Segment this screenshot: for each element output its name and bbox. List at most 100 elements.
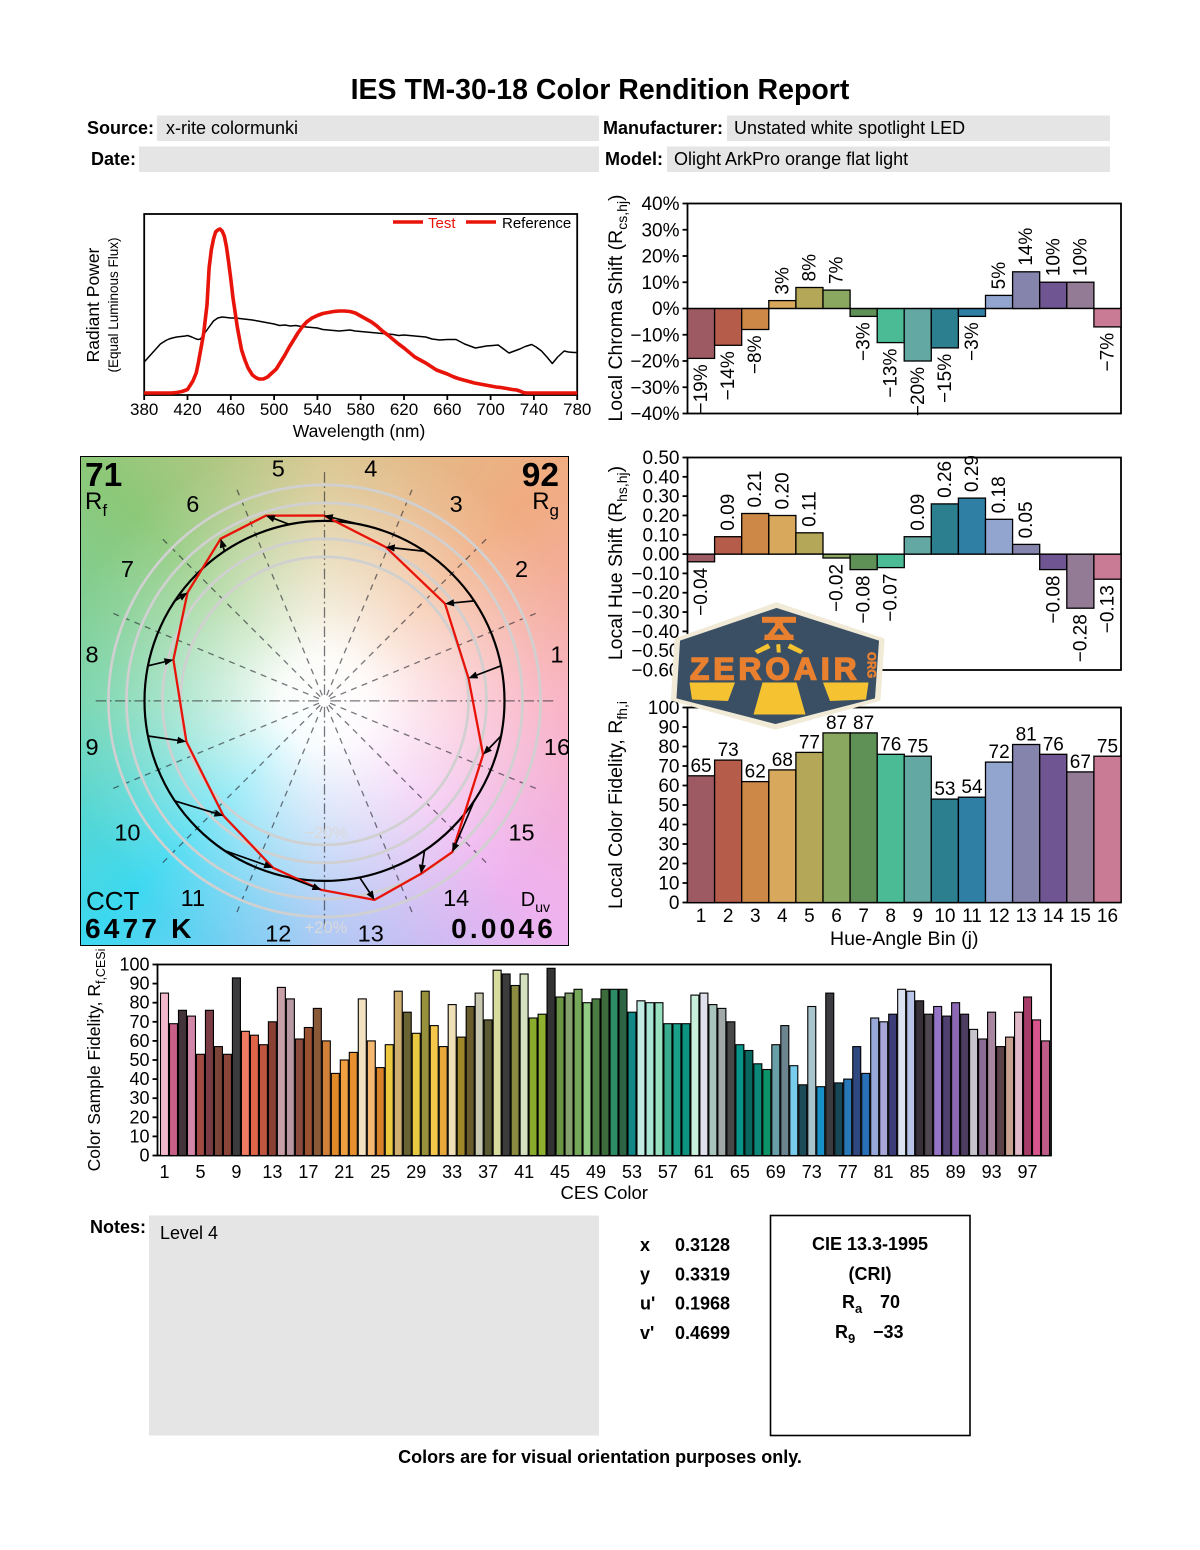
svg-text:Rf: Rf: [85, 488, 107, 520]
svg-text:53: 53: [934, 779, 955, 800]
svg-text:Radiant Power: Radiant Power: [83, 247, 103, 362]
svg-text:5: 5: [195, 1162, 205, 1182]
svg-text:0.05: 0.05: [1016, 501, 1037, 538]
svg-text:81: 81: [1016, 725, 1037, 746]
svg-text:5: 5: [804, 906, 815, 927]
svg-text:Notes:: Notes:: [90, 1217, 146, 1237]
svg-text:Olight ArkPro orange flat ligh: Olight ArkPro orange flat light: [674, 149, 908, 169]
svg-text:13: 13: [358, 920, 384, 946]
svg-text:7%: 7%: [827, 257, 848, 285]
svg-text:81: 81: [874, 1162, 894, 1182]
svg-text:30%: 30%: [641, 220, 679, 241]
svg-text:540: 540: [303, 400, 331, 419]
svg-text:−0.30: −0.30: [631, 603, 679, 624]
svg-text:Date:: Date:: [91, 149, 136, 169]
svg-text:u': u': [640, 1294, 655, 1314]
svg-text:−40%: −40%: [630, 404, 679, 425]
svg-text:0.09: 0.09: [718, 494, 739, 531]
svg-text:−0.28: −0.28: [1070, 614, 1091, 662]
svg-text:−0.08: −0.08: [854, 576, 875, 624]
svg-text:92: 92: [522, 457, 559, 494]
svg-text:17: 17: [298, 1162, 318, 1182]
svg-text:80: 80: [658, 737, 679, 758]
svg-text:33: 33: [442, 1162, 462, 1182]
svg-text:380: 380: [130, 400, 158, 419]
svg-text:−0.04: −0.04: [691, 567, 712, 616]
svg-text:ORG: ORG: [865, 652, 877, 678]
svg-text:30: 30: [129, 1088, 149, 1108]
svg-text:9: 9: [913, 906, 924, 927]
svg-text:93: 93: [982, 1162, 1002, 1182]
svg-text:Local Chroma Shift (Rcs,hj): Local Chroma Shift (Rcs,hj): [605, 194, 630, 421]
svg-text:29: 29: [406, 1162, 426, 1182]
svg-text:−0.13: −0.13: [1097, 585, 1118, 633]
svg-text:8: 8: [86, 642, 99, 668]
svg-text:Model:: Model:: [605, 149, 663, 169]
svg-text:Local Hue Shift (Rhs,hj): Local Hue Shift (Rhs,hj): [605, 466, 630, 660]
svg-text:3%: 3%: [772, 267, 793, 295]
svg-text:500: 500: [260, 400, 288, 419]
svg-text:1: 1: [550, 642, 563, 668]
svg-text:−3%: −3%: [962, 322, 983, 361]
svg-text:41: 41: [514, 1162, 534, 1182]
svg-text:0.11: 0.11: [799, 491, 820, 527]
svg-text:20%: 20%: [641, 247, 679, 268]
svg-text:0.50: 0.50: [643, 448, 680, 469]
svg-text:69: 69: [766, 1162, 786, 1182]
svg-text:IES TM-30-18 Color Rendition R: IES TM-30-18 Color Rendition Report: [351, 74, 850, 106]
svg-text:60: 60: [129, 1031, 149, 1051]
svg-text:50: 50: [658, 796, 679, 817]
svg-text:16: 16: [1097, 906, 1118, 927]
svg-text:−0.08: −0.08: [1043, 576, 1064, 624]
svg-text:71: 71: [85, 457, 122, 494]
svg-text:−3%: −3%: [854, 322, 875, 361]
svg-text:75: 75: [1097, 736, 1118, 757]
svg-text:76: 76: [880, 734, 901, 755]
svg-text:15: 15: [1070, 906, 1091, 927]
svg-text:780: 780: [563, 400, 591, 419]
svg-text:90: 90: [129, 974, 149, 994]
svg-text:87: 87: [853, 713, 874, 734]
svg-text:76: 76: [1043, 734, 1064, 755]
svg-text:10%: 10%: [1070, 238, 1091, 276]
svg-text:15: 15: [508, 820, 534, 846]
svg-text:−14%: −14%: [718, 351, 739, 400]
svg-text:50: 50: [129, 1050, 149, 1070]
svg-text:620: 620: [390, 400, 418, 419]
svg-text:37: 37: [478, 1162, 498, 1182]
svg-text:−20%: −20%: [305, 824, 348, 842]
svg-text:80: 80: [129, 993, 149, 1013]
svg-text:2: 2: [723, 906, 734, 927]
svg-text:90: 90: [658, 718, 679, 739]
svg-text:12: 12: [265, 920, 291, 946]
svg-text:75: 75: [907, 736, 928, 757]
svg-text:CCT: CCT: [86, 886, 140, 916]
svg-text:30: 30: [658, 835, 679, 856]
svg-text:−0.20: −0.20: [631, 583, 679, 604]
svg-text:100: 100: [119, 955, 149, 975]
svg-text:−30%: −30%: [630, 378, 679, 399]
svg-text:5%: 5%: [989, 262, 1010, 290]
svg-text:40%: 40%: [641, 194, 679, 215]
svg-text:11: 11: [962, 906, 982, 927]
svg-text:73: 73: [802, 1162, 822, 1182]
svg-text:14: 14: [443, 885, 469, 911]
svg-text:45: 45: [550, 1162, 570, 1182]
svg-text:3: 3: [450, 491, 463, 517]
svg-text:3: 3: [750, 906, 761, 927]
svg-text:68: 68: [772, 750, 793, 771]
svg-text:72: 72: [989, 742, 1010, 763]
svg-text:740: 740: [520, 400, 548, 419]
svg-text:40: 40: [658, 815, 679, 836]
svg-text:25: 25: [370, 1162, 390, 1182]
svg-text:0.00: 0.00: [643, 545, 680, 566]
svg-text:1: 1: [159, 1162, 169, 1182]
svg-text:6: 6: [186, 491, 199, 517]
svg-text:−13%: −13%: [881, 349, 902, 398]
svg-text:(CRI): (CRI): [849, 1264, 892, 1284]
svg-text:Wavelength (nm): Wavelength (nm): [293, 421, 426, 441]
svg-text:0.29: 0.29: [962, 455, 983, 492]
svg-text:0.18: 0.18: [989, 476, 1010, 513]
svg-text:21: 21: [334, 1162, 354, 1182]
svg-text:87: 87: [826, 713, 847, 734]
